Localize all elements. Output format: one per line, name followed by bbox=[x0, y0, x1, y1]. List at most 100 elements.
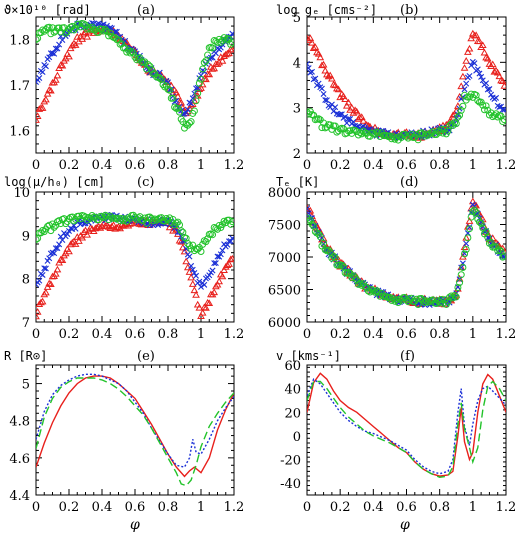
ylabel-e: R [R⊙] bbox=[4, 349, 47, 363]
point-red-b bbox=[462, 57, 471, 64]
point-red-a bbox=[53, 71, 62, 79]
point-red-a bbox=[225, 49, 233, 57]
point-green-d bbox=[421, 299, 429, 307]
point-blue-b bbox=[484, 86, 491, 93]
point-red-c bbox=[58, 256, 67, 263]
point-red-b bbox=[308, 38, 316, 46]
point-green-d bbox=[396, 295, 404, 303]
point-red-c bbox=[220, 266, 228, 273]
point-red-a bbox=[65, 52, 73, 60]
point-green-a bbox=[228, 39, 234, 47]
xtick-label-c: 0.6 bbox=[125, 327, 146, 342]
point-green-b bbox=[479, 101, 487, 109]
point-red-a bbox=[45, 86, 54, 93]
point-blue-b bbox=[312, 75, 319, 82]
xtick-label-e: 1.2 bbox=[224, 500, 245, 515]
point-blue-c bbox=[39, 271, 46, 278]
ytick-label-b: 5 bbox=[293, 11, 301, 26]
panel-label-e: (e) bbox=[137, 349, 155, 364]
point-blue-d bbox=[481, 228, 488, 235]
point-blue-d bbox=[458, 264, 465, 271]
point-red-a bbox=[195, 85, 204, 93]
xtick-label-b: 0.8 bbox=[429, 158, 450, 173]
ytick-label-d: 6500 bbox=[268, 284, 301, 299]
point-blue-b bbox=[493, 94, 500, 101]
point-green-d bbox=[307, 214, 311, 222]
point-green-d bbox=[499, 253, 506, 261]
point-blue-a bbox=[122, 37, 129, 44]
point-blue-d bbox=[478, 219, 485, 226]
point-green-d bbox=[361, 283, 369, 291]
point-red-c bbox=[182, 257, 191, 265]
point-red-b bbox=[354, 115, 363, 122]
point-blue-c bbox=[193, 272, 200, 279]
point-blue-b bbox=[318, 85, 325, 92]
ylabel-c: log(μ/h₀) [cm] bbox=[4, 175, 105, 189]
point-blue-c bbox=[198, 283, 204, 290]
point-green-d bbox=[466, 225, 474, 233]
point-red-b bbox=[465, 44, 474, 52]
series-blue-e bbox=[36, 373, 234, 468]
point-green-a bbox=[197, 75, 205, 83]
point-green-d bbox=[477, 220, 485, 228]
point-blue-d bbox=[307, 205, 310, 212]
xtick-label-e: 0.8 bbox=[158, 500, 179, 515]
point-red-c bbox=[36, 308, 42, 315]
point-green-d bbox=[452, 293, 460, 301]
point-green-a bbox=[126, 49, 134, 57]
xtick-label-c: 0.4 bbox=[92, 327, 113, 342]
xtick-label-f: 0.2 bbox=[330, 500, 351, 515]
point-blue-c bbox=[201, 281, 208, 288]
point-green-d bbox=[356, 279, 364, 287]
point-green-d bbox=[467, 213, 475, 221]
point-green-b bbox=[320, 119, 328, 127]
ylabel-b: log gₑ [cms⁻²] bbox=[276, 3, 377, 17]
point-red-b bbox=[344, 98, 353, 106]
xtick-label-f: 0 bbox=[303, 500, 311, 515]
plot-area-c bbox=[36, 211, 234, 320]
point-red-c bbox=[215, 277, 224, 285]
point-red-b bbox=[307, 34, 315, 42]
point-red-d bbox=[488, 234, 497, 241]
point-green-b bbox=[454, 113, 462, 121]
point-blue-c bbox=[64, 231, 71, 238]
point-blue-b bbox=[486, 86, 493, 93]
point-blue-b bbox=[342, 113, 349, 120]
point-red-b bbox=[478, 41, 487, 49]
xtick-label-d: 1 bbox=[469, 327, 477, 342]
ylabel-f: v [kms⁻¹] bbox=[276, 349, 341, 363]
point-blue-c bbox=[41, 265, 48, 272]
point-red-b bbox=[472, 31, 481, 39]
panel-label-c: (c) bbox=[137, 175, 154, 190]
point-green-b bbox=[326, 121, 334, 129]
ytick-label-a: 1.8 bbox=[9, 34, 30, 49]
point-green-c bbox=[166, 214, 174, 222]
point-blue-b bbox=[330, 108, 337, 115]
ytick-label-d: 8000 bbox=[268, 186, 301, 201]
series-red-f bbox=[307, 372, 506, 477]
point-red-a bbox=[38, 104, 47, 111]
point-red-c bbox=[187, 273, 195, 281]
point-green-a bbox=[70, 26, 78, 34]
point-green-b bbox=[447, 120, 455, 128]
point-blue-c bbox=[189, 266, 196, 273]
point-green-b bbox=[356, 129, 364, 137]
ytick-label-e: 4.8 bbox=[9, 415, 30, 430]
point-green-a bbox=[55, 24, 63, 32]
xtick-label-a: 0 bbox=[32, 158, 40, 173]
xtick-label-c: 0.8 bbox=[158, 327, 179, 342]
point-red-c bbox=[190, 286, 199, 294]
ylabel-d: Tₑ [K] bbox=[276, 175, 319, 189]
point-red-c bbox=[79, 228, 88, 236]
point-red-c bbox=[45, 279, 54, 287]
point-green-a bbox=[80, 20, 88, 28]
point-red-a bbox=[36, 112, 42, 119]
point-red-b bbox=[334, 85, 343, 93]
point-green-a bbox=[190, 107, 198, 115]
point-red-b bbox=[319, 60, 328, 68]
point-red-c bbox=[37, 298, 45, 306]
point-red-c bbox=[93, 223, 101, 231]
xtick-label-f: 1.2 bbox=[496, 500, 517, 515]
point-red-c bbox=[96, 224, 105, 231]
point-red-b bbox=[463, 48, 472, 55]
